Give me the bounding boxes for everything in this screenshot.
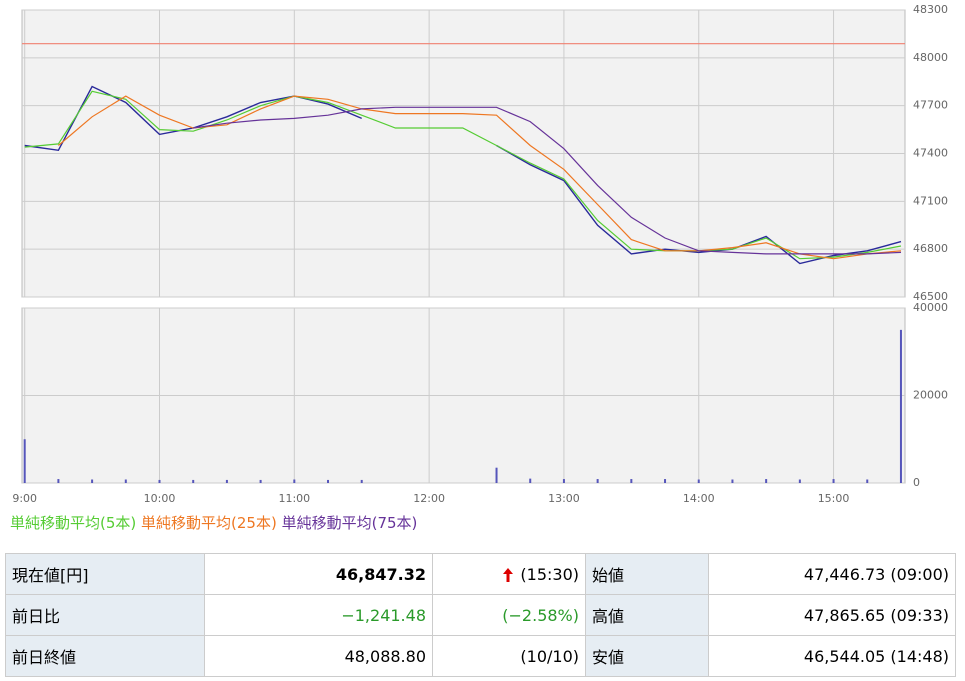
value: 47,865.65 (09:33) <box>708 594 956 636</box>
quote-table: 現在値[円] 46,847.32 (15:30) 始値 47,446.73 (0… <box>5 553 956 677</box>
label: 現在値[円] <box>5 553 205 595</box>
volume-bar <box>630 479 633 483</box>
value: 47,446.73 (09:00) <box>708 553 956 595</box>
volume-bar <box>664 479 667 483</box>
volume-bar <box>360 479 363 483</box>
value: (10/10) <box>432 635 586 677</box>
volume-bar <box>259 479 262 483</box>
volume-bar <box>596 479 599 483</box>
volume-bar <box>124 479 127 483</box>
volume-bar <box>495 467 498 483</box>
x-tick-label: 12:00 <box>413 492 445 505</box>
legend: 単純移動平均(5本) 単純移動平均(25本) 単純移動平均(75本) <box>10 512 417 533</box>
volume-bar <box>158 479 161 483</box>
volume-bar <box>23 439 26 483</box>
value: 46,544.05 (14:48) <box>708 635 956 677</box>
volume-bar <box>293 479 296 483</box>
x-tick-label: 14:00 <box>683 492 715 505</box>
label: 高値 <box>585 594 709 636</box>
value: −1,241.48 <box>204 594 433 636</box>
legend-entry: 単純移動平均(25本) <box>141 514 277 532</box>
label: 前日比 <box>5 594 205 636</box>
volume-bar <box>798 479 801 483</box>
volume-bar <box>832 479 835 483</box>
time: (15:30) <box>432 553 586 595</box>
y-tick-label: 47400 <box>913 147 948 160</box>
x-tick-label: 15:00 <box>818 492 850 505</box>
volume-bar <box>327 479 330 483</box>
volume-bar <box>225 479 228 483</box>
volume-bar <box>57 479 60 483</box>
volume-bar <box>866 479 869 483</box>
volume-bar <box>562 479 565 483</box>
y-tick-label: 48300 <box>913 3 948 16</box>
volume-bar <box>765 479 768 483</box>
volume-bar <box>91 479 94 483</box>
y-tick-label: 47100 <box>913 194 948 207</box>
moving-average-line <box>193 106 902 255</box>
volume-bar <box>899 329 902 483</box>
chart: 46500 46800 47100 47400 47700 48000 48300 9:00 1… <box>12 3 948 505</box>
value: (−2.58%) <box>432 594 586 636</box>
volume-bar <box>529 478 532 483</box>
y-tick-label: 46800 <box>913 242 948 255</box>
moving-average-line <box>24 90 902 260</box>
y-tick-label: 40000 <box>913 301 948 314</box>
value: 48,088.80 <box>204 635 433 677</box>
label: 安値 <box>585 635 709 677</box>
x-tick-label: 13:00 <box>548 492 580 505</box>
volume-bar <box>731 479 734 483</box>
legend-entry: 単純移動平均(5本) <box>10 514 137 532</box>
volume-bar <box>697 479 700 483</box>
y-tick-label: 47700 <box>913 99 948 112</box>
x-tick-label: 9:00 <box>12 492 37 505</box>
label: 前日終値 <box>5 635 205 677</box>
y-tick-label: 46500 <box>913 290 948 303</box>
value: 46,847.32 <box>204 553 433 595</box>
legend-entry: 単純移動平均(75本) <box>281 514 418 532</box>
volume-bar <box>192 479 195 483</box>
x-tick-label: 11:00 <box>278 492 310 505</box>
label: 始値 <box>585 553 709 595</box>
y-tick-label: 0 <box>913 476 920 489</box>
y-tick-label: 20000 <box>913 389 948 402</box>
y-tick-label: 48000 <box>913 51 948 64</box>
up-arrow <box>503 568 514 582</box>
x-tick-label: 10:00 <box>144 492 176 505</box>
time-text: (15:30) <box>520 564 579 584</box>
